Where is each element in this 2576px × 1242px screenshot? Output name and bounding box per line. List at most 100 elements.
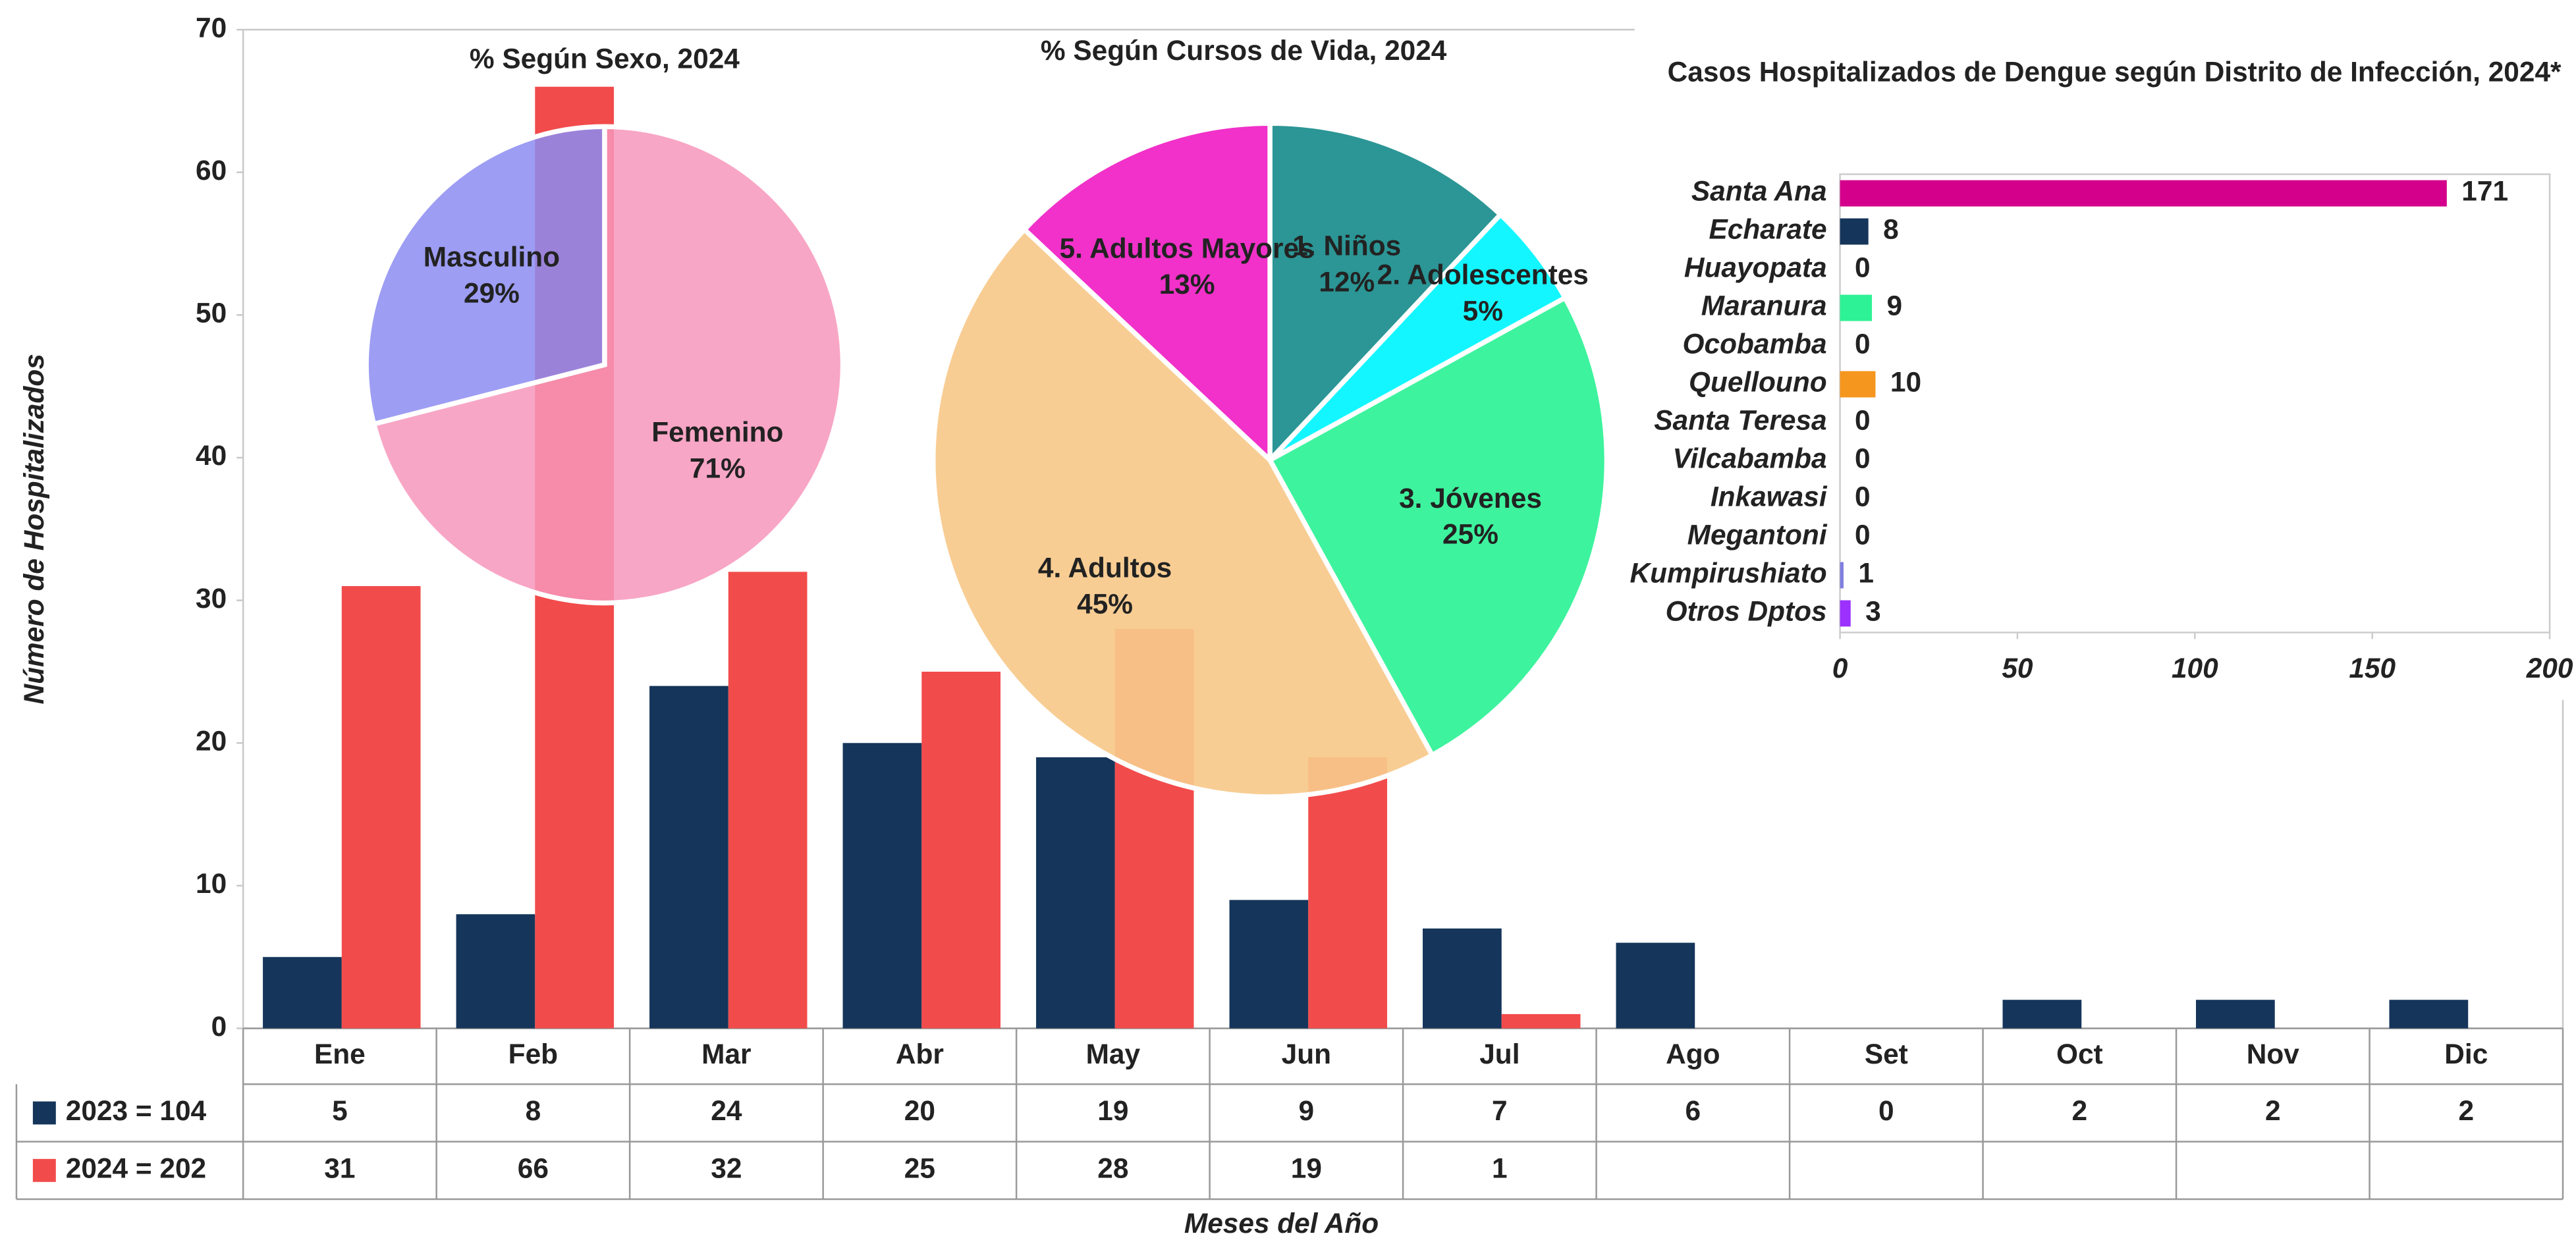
category-label: Quellouno: [1689, 367, 1827, 398]
table-value: 25: [904, 1153, 935, 1184]
bar: [341, 585, 421, 1029]
bar: [456, 914, 535, 1029]
legend-swatch: [32, 1101, 56, 1125]
bar: [1501, 1013, 1581, 1029]
table-value: 32: [711, 1153, 742, 1184]
x-axis-label: Meses del Año: [1184, 1208, 1379, 1239]
value-label: 0: [1855, 329, 1871, 360]
value-label: 171: [2461, 176, 2508, 207]
category-label: Santa Teresa: [1654, 405, 1826, 436]
x-tick-label: Jul: [1479, 1039, 1520, 1069]
category-label: Huayopata: [1684, 252, 1827, 283]
category-label: Ocobamba: [1683, 329, 1827, 360]
value-label: 0: [1855, 481, 1871, 512]
pie-title: % Según Sexo, 2024: [470, 43, 740, 74]
slice-label: Femenino: [651, 417, 783, 448]
value-label: 0: [1855, 252, 1871, 283]
table-value: 28: [1097, 1153, 1128, 1184]
table-value: 5: [332, 1095, 348, 1126]
x-tick-label: Mar: [701, 1039, 751, 1069]
category-label: Inkawasi: [1711, 481, 1828, 512]
x-tick-label: 50: [2002, 653, 2033, 684]
y-tick-label: 0: [211, 1011, 227, 1042]
table-value: 8: [526, 1095, 541, 1126]
bar: [1840, 294, 1873, 321]
table-value: 24: [711, 1095, 742, 1126]
y-axis-label: Número de Hospitalizados: [18, 354, 49, 704]
slice-value: 45%: [1077, 589, 1133, 620]
y-tick-label: 20: [196, 725, 227, 756]
pie-slice: [371, 124, 846, 606]
y-tick-label: 60: [196, 155, 227, 186]
pie-slice: [364, 124, 607, 427]
slice-value: 12%: [1319, 266, 1375, 297]
category-label: Maranura: [1701, 290, 1827, 321]
table-value: 2: [2072, 1095, 2088, 1126]
slice-value: 5%: [1463, 295, 1503, 326]
bar: [1840, 180, 2447, 207]
table-value: 7: [1492, 1095, 1508, 1126]
slice-value: 71%: [690, 453, 746, 484]
slice-label: 4. Adultos: [1038, 553, 1172, 583]
x-tick-label: Ene: [314, 1039, 366, 1069]
y-tick-label: 70: [196, 12, 227, 43]
bar: [1840, 218, 1869, 245]
bar: [2389, 1000, 2469, 1029]
slice-label: Masculino: [424, 242, 560, 273]
bar: [1840, 600, 1851, 627]
bar: [1840, 371, 1876, 398]
pie-slice: [931, 226, 1436, 799]
y-tick-label: 30: [196, 583, 227, 614]
value-label: 3: [1865, 596, 1881, 627]
bar: [1229, 900, 1309, 1029]
slice-value: 29%: [464, 278, 520, 309]
legend-label: 2023 = 104: [66, 1095, 207, 1126]
panel-background: [1634, 23, 2571, 700]
bar: [1616, 942, 1695, 1029]
category-label: Echarate: [1709, 214, 1827, 245]
legend-label: 2024 = 202: [66, 1153, 206, 1184]
slice-label: 5. Adultos Mayores: [1060, 232, 1315, 263]
slice-value: 13%: [1159, 269, 1215, 300]
bar: [2002, 1000, 2082, 1029]
bar: [2195, 1000, 2275, 1029]
pie-slice: [1267, 121, 1504, 467]
x-tick-label: Feb: [508, 1039, 558, 1069]
table-value: 2: [2459, 1095, 2475, 1126]
y-tick-label: 50: [196, 298, 227, 329]
bar: [842, 743, 922, 1029]
table-value: 6: [1685, 1095, 1701, 1126]
bar: [263, 957, 342, 1029]
x-tick-label: 150: [2349, 653, 2396, 684]
y-tick-label: 40: [196, 440, 227, 471]
pie-slice: [1266, 294, 1610, 759]
bar: [921, 671, 1001, 1029]
x-tick-label: Set: [1865, 1039, 1908, 1069]
bar: [649, 686, 728, 1029]
x-tick-label: 200: [2526, 653, 2573, 684]
table-value: 20: [904, 1095, 935, 1126]
value-label: 1: [1858, 558, 1874, 589]
chart-title: Casos Hospitalizados de Dengue según Dis…: [1668, 57, 2562, 88]
pie-slice: [1021, 121, 1273, 466]
slice-label: 2. Adolescentes: [1377, 259, 1589, 290]
table-value: 1: [1492, 1153, 1508, 1184]
x-tick-label: 0: [1832, 653, 1848, 684]
table-value: 66: [518, 1153, 549, 1184]
slice-value: 25%: [1442, 519, 1498, 550]
x-tick-label: 100: [2172, 653, 2218, 684]
category-label: Megantoni: [1687, 520, 1828, 551]
x-tick-label: Abr: [896, 1039, 944, 1069]
category-label: Santa Ana: [1691, 176, 1827, 207]
pie-title: % Según Cursos de Vida, 2024: [1041, 35, 1447, 66]
table-value: 19: [1097, 1095, 1128, 1126]
table-value: 31: [324, 1153, 355, 1184]
y-tick-label: 10: [196, 868, 227, 899]
category-label: Otros Dptos: [1666, 596, 1827, 627]
value-label: 0: [1855, 405, 1871, 436]
bar: [1840, 562, 1844, 589]
slice-label: 3. Jóvenes: [1399, 483, 1542, 514]
bar: [1423, 928, 1502, 1029]
x-tick-label: Nov: [2247, 1039, 2300, 1069]
